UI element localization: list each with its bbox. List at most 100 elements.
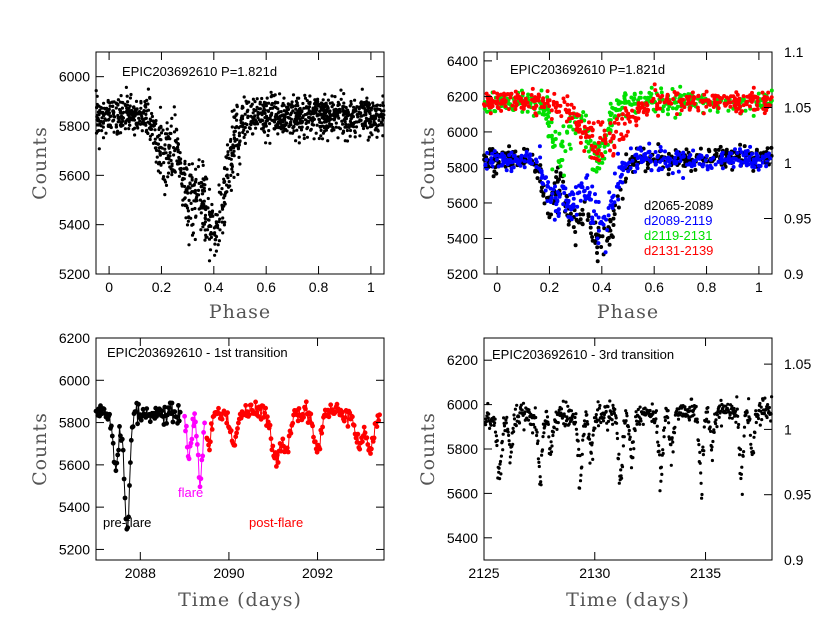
data-point [747, 104, 752, 109]
data-point [712, 430, 716, 434]
data-point [198, 476, 204, 482]
data-point [376, 129, 380, 133]
data-point [498, 459, 503, 464]
series-data-0 [483, 395, 774, 500]
data-point [658, 489, 662, 493]
data-point [707, 420, 711, 424]
x-tick-label: 2125 [468, 565, 499, 581]
data-point [276, 124, 280, 128]
data-point [555, 427, 559, 431]
data-point [295, 101, 299, 105]
data-point [153, 405, 159, 411]
data-point [169, 158, 173, 163]
data-point [343, 120, 347, 124]
data-point [486, 97, 491, 101]
data-point [342, 105, 346, 109]
data-point [196, 188, 201, 192]
data-point [740, 492, 744, 496]
data-point [226, 153, 230, 157]
data-point [207, 210, 212, 214]
data-point [263, 116, 267, 120]
data-point [507, 144, 512, 149]
data-point [584, 133, 589, 138]
data-point [547, 435, 551, 439]
data-point [549, 108, 554, 113]
data-point [549, 133, 554, 138]
data-point [207, 447, 212, 453]
data-point [114, 101, 118, 106]
data-point [582, 124, 587, 129]
data-point [707, 100, 712, 105]
data-point [381, 94, 385, 98]
x-tick-label: 2088 [125, 565, 156, 581]
data-point [667, 163, 672, 168]
data-point [374, 424, 380, 429]
data-point [206, 196, 210, 201]
data-point [183, 196, 187, 200]
data-point [752, 435, 756, 439]
data-point [659, 148, 664, 153]
data-point [224, 420, 230, 426]
data-point [739, 162, 743, 167]
data-point [616, 101, 621, 106]
data-point [519, 403, 523, 407]
data-point [671, 97, 676, 102]
data-point [562, 173, 566, 178]
data-point [292, 129, 296, 133]
data-point [188, 174, 192, 178]
data-point [658, 145, 663, 149]
data-point [225, 190, 229, 194]
data-point [765, 415, 769, 420]
data-point [119, 131, 123, 135]
data-point [97, 128, 101, 133]
data-point [348, 128, 353, 133]
data-point [719, 424, 724, 428]
data-point [552, 217, 557, 222]
data-point [729, 94, 733, 99]
data-point [559, 114, 564, 119]
data-point [513, 407, 518, 411]
data-point [736, 106, 741, 111]
data-point [272, 127, 277, 131]
data-point [602, 133, 607, 138]
data-point [320, 137, 325, 141]
data-point [319, 134, 323, 138]
data-point [201, 192, 205, 196]
data-point [663, 149, 667, 154]
data-point [229, 145, 233, 149]
data-point [594, 232, 599, 237]
data-point [760, 418, 764, 422]
data-point [543, 424, 547, 428]
data-point [765, 153, 770, 158]
data-point [251, 132, 255, 136]
data-point [505, 415, 509, 419]
data-point [660, 158, 664, 163]
data-point [247, 126, 251, 130]
data-point [265, 96, 269, 100]
data-point [579, 473, 583, 477]
data-point [554, 109, 559, 114]
data-point [734, 157, 738, 162]
data-point [184, 190, 188, 194]
data-point [765, 146, 770, 151]
data-point [314, 111, 318, 115]
data-point [210, 213, 214, 217]
data-point [595, 259, 600, 264]
data-point [381, 101, 385, 105]
data-point [179, 168, 183, 172]
data-point [545, 183, 550, 188]
data-point [754, 152, 759, 157]
data-point [581, 438, 585, 442]
y2-tick-label: 0.9 [784, 552, 804, 568]
data-point [659, 479, 663, 483]
y-tick-label: 6000 [59, 372, 90, 388]
data-point [650, 402, 654, 406]
data-point [743, 108, 748, 113]
data-point [276, 132, 280, 136]
data-point [527, 408, 531, 412]
data-point [239, 116, 243, 120]
data-point [526, 159, 531, 164]
data-point [562, 191, 567, 195]
data-point [139, 106, 143, 110]
data-point [144, 105, 148, 109]
